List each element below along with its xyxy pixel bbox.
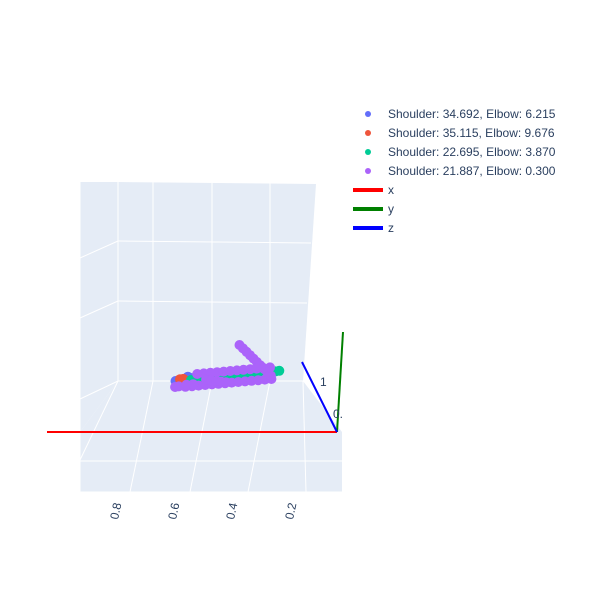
legend-item[interactable]: Shoulder: 35.115, Elbow: 9.676	[365, 126, 555, 140]
gridline	[302, 380, 307, 493]
gridline	[129, 380, 154, 493]
legend-label: y	[388, 202, 394, 216]
axis-line-y	[336, 331, 344, 433]
y-tick-label: 0.	[333, 407, 343, 421]
legend-item[interactable]: x	[353, 183, 394, 197]
z-tick-label: 1	[320, 375, 327, 389]
legend-label: Shoulder: 22.695, Elbow: 3.870	[388, 145, 556, 159]
x-tick-label: 0.6	[165, 501, 182, 521]
gridline	[117, 240, 312, 244]
series-layer	[47, 331, 344, 433]
data-point[interactable]	[265, 362, 275, 373]
legend-item[interactable]: y	[353, 202, 394, 216]
x-tick-labels: 0.8 0.6 0.4 0.2	[107, 501, 299, 521]
gridline	[79, 240, 119, 259]
back-wall	[118, 182, 316, 381]
gridline	[79, 380, 119, 461]
legend-marker-swatch	[365, 168, 371, 174]
legend-marker-swatch	[365, 149, 371, 155]
gridline	[79, 300, 119, 319]
scene	[79, 182, 342, 493]
legend-label: Shoulder: 21.887, Elbow: 0.300	[388, 164, 556, 178]
gridline	[247, 380, 271, 493]
data-point[interactable]	[221, 377, 231, 388]
legend-label: x	[388, 183, 394, 197]
legend-item[interactable]: Shoulder: 22.695, Elbow: 3.870	[365, 145, 556, 159]
gridline	[79, 380, 119, 400]
legend-label: z	[388, 221, 394, 235]
data-point[interactable]	[188, 379, 199, 390]
x-tick-label: 0.4	[223, 501, 240, 521]
legend-item[interactable]: Shoulder: 21.887, Elbow: 0.300	[365, 164, 556, 178]
legend-label: Shoulder: 35.115, Elbow: 9.676	[388, 126, 555, 140]
legend-marker-swatch	[365, 111, 371, 117]
legend[interactable]: Shoulder: 34.692, Elbow: 6.215 Shoulder: …	[353, 107, 556, 235]
data-point[interactable]	[274, 365, 285, 376]
floor	[80, 381, 342, 492]
left-wall	[80, 182, 118, 432]
axis-line-z	[301, 361, 338, 433]
legend-item[interactable]: z	[353, 221, 394, 235]
legend-marker-swatch	[365, 130, 371, 136]
legend-label: Shoulder: 34.692, Elbow: 6.215	[388, 107, 556, 121]
gridline	[117, 300, 308, 304]
x-tick-label: 0.8	[107, 501, 124, 521]
gridlines	[79, 182, 342, 493]
legend-item[interactable]: Shoulder: 34.692, Elbow: 6.215	[365, 107, 556, 121]
x-tick-label: 0.2	[282, 501, 299, 521]
data-point[interactable]	[234, 340, 245, 350]
gridline	[189, 380, 213, 493]
